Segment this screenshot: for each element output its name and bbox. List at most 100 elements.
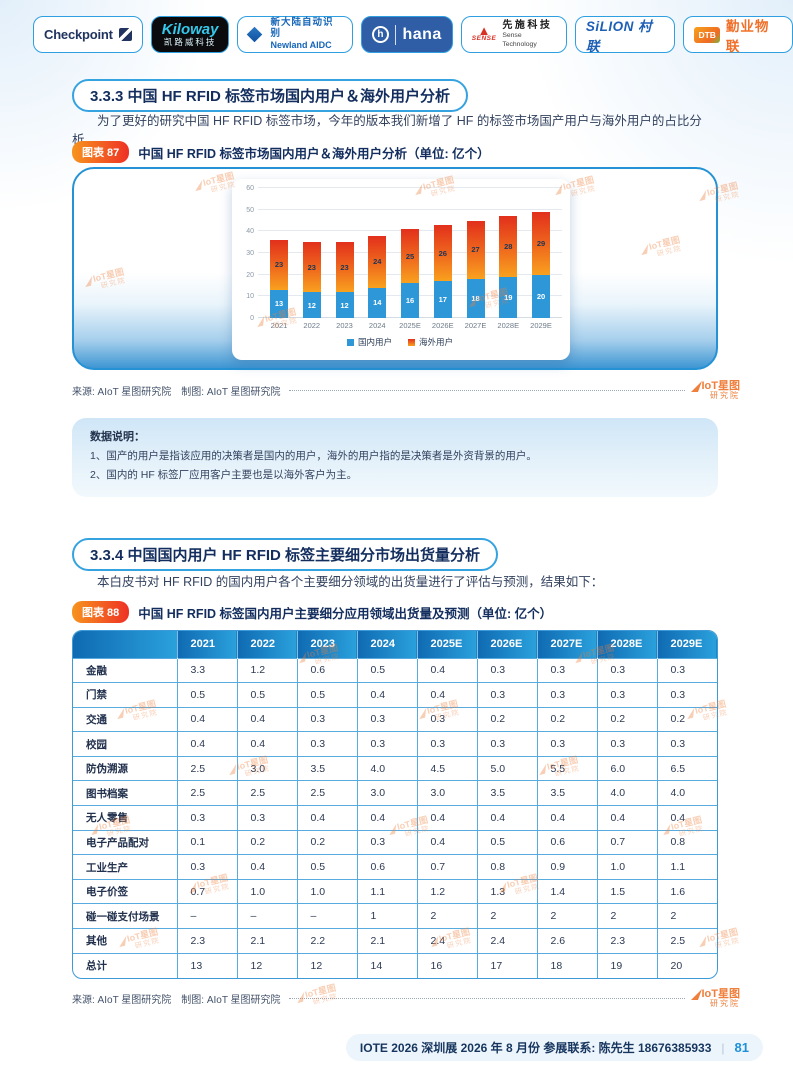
cell-value: 1.0 (596, 854, 657, 880)
shipment-table: 2021 2022 2023 2024 2025E 2026E 2027E 2028E 2029… (72, 630, 718, 979)
legend-label-海外用户: 海外用户 (419, 337, 454, 347)
checkpoint-icon (118, 28, 132, 41)
cell-value: 0.2 (536, 706, 597, 732)
paragraph-334: 本白皮书对 HF RFID 的国内用户各个主要细分领域的出货量进行了评估与预测，… (97, 575, 604, 589)
bar-overseas-value: 29 (536, 238, 546, 248)
cell-value: 4.0 (656, 780, 717, 806)
cell-value: 0.3 (656, 657, 717, 683)
legend-swatch-国内用户 (346, 338, 354, 346)
footer-divider: | (721, 1040, 725, 1055)
bar-overseas-2026E: 26 (433, 224, 452, 282)
data-note-item-1: 1、国产的用户是指该应用的决策者是国内的用户，海外的用户指的是决策者是外资背景的… (90, 450, 537, 462)
cell-value: 2.5 (656, 928, 717, 954)
col-header-2029E: 2029E (656, 631, 717, 658)
bar-overseas-value: 25 (405, 251, 415, 261)
chart-bars: 23 13 23 12 23 12 24 14 25 16 26 17 27 18 28 19 29 20 (264, 188, 556, 318)
cell-value: 0.3 (476, 682, 537, 708)
logo-newland: 新大陆自动识别 Newland AIDC (237, 16, 353, 53)
bar-column-2022: 23 12 (297, 242, 327, 318)
cell-value: 0.7 (176, 878, 237, 904)
cell-value: 0.3 (356, 706, 417, 732)
cell-value: 0.4 (416, 805, 477, 831)
y-tick-10: 10 (246, 293, 254, 301)
x-label-2022: 2022 (303, 321, 321, 330)
bar-overseas-value: 27 (471, 245, 480, 255)
dtb-icon: DTB (694, 26, 720, 43)
bar-domestic-2024: 14 (368, 287, 387, 318)
gridline-60 (258, 187, 562, 188)
x-label-2025E: 2025E (399, 321, 421, 330)
bar-overseas-2024: 24 (368, 235, 387, 288)
cell-value: 1 (356, 903, 417, 929)
dtb-cn-label: 勤业物联 (725, 18, 770, 54)
cell-value: 0.3 (536, 682, 597, 708)
aiot-logo-sub: 研究院 (714, 937, 741, 951)
cell-value: 0.2 (296, 829, 357, 855)
bar-domestic-value: 12 (340, 300, 349, 310)
gridline-50 (258, 208, 562, 210)
source-row-1: 来源: AIoT 星图研究院 制图: AIoT 星图研究院 IoT星图 研究院 (72, 380, 740, 401)
row-label: 交通 (73, 706, 177, 732)
cell-value: 0.4 (356, 805, 417, 831)
cell-value: 3.5 (296, 755, 357, 781)
data-note-box: 数据说明： 1、国产的用户是指该应用的决策者是国内的用户，海外的用户指的是决策者… (72, 418, 718, 497)
aiot-logo-sub: 研究院 (714, 191, 741, 205)
cell-value: 0.4 (416, 657, 477, 683)
source-row-2: 来源: AIoT 星图研究院 制图: AIoT 星图研究院 IoT星图 研究院 (72, 988, 740, 1009)
section-heading-334-label: 3.3.4 中国国内用户 HF RFID 标签主要细分市场出货量分析 (90, 547, 481, 564)
dotted-divider-1 (288, 389, 685, 391)
row-label: 工业生产 (73, 854, 177, 880)
aiot-logo-sub: 研究院 (710, 391, 740, 401)
bar-overseas-value: 24 (373, 257, 382, 267)
table-row-其他: 其他 2.3 2.1 2.2 2.1 2.4 2.4 2.6 2.3 2.5 (73, 928, 717, 954)
bar-column-2026E: 26 17 (428, 224, 458, 318)
kiloway-wordmark: Kiloway (161, 21, 219, 39)
cell-value: 0.3 (356, 829, 417, 855)
bar-column-2025E: 25 16 (395, 229, 425, 318)
logo-kiloway: Kiloway 凯路威科技 (150, 16, 230, 53)
x-label-2024: 2024 (368, 321, 386, 330)
cell-value: 0.4 (416, 829, 477, 855)
hana-icon: h (371, 26, 389, 43)
row-label: 金融 (73, 657, 177, 683)
cell-value: 4.0 (596, 780, 657, 806)
row-label: 门禁 (73, 682, 177, 708)
cell-value: 0.5 (296, 854, 357, 880)
cell-value: 0.3 (536, 657, 597, 683)
cell-value: 12 (236, 952, 297, 978)
figure-88-caption: 图表 88 中国 HF RFID 标签国内用户主要细分应用领域出货量及预测（单位… (72, 601, 552, 623)
table-row-金融: 金融 3.3 1.2 0.6 0.5 0.4 0.3 0.3 0.3 0.3 (73, 657, 717, 683)
cell-value: 5.5 (536, 755, 597, 781)
cell-value: 0.4 (476, 805, 537, 831)
cell-value: 14 (356, 952, 417, 978)
section-heading-333: 3.3.3 中国 HF RFID 标签市场国内用户＆海外用户分析 (72, 79, 469, 112)
cell-value: 0.2 (236, 829, 297, 855)
cell-value: 1.6 (656, 878, 717, 904)
bar-column-2024: 24 14 (362, 235, 392, 318)
cell-value: 2.4 (476, 928, 537, 954)
bar-domestic-value: 17 (438, 295, 447, 305)
cell-value: 0.6 (296, 657, 357, 683)
bar-overseas-2023: 23 (335, 242, 354, 292)
bar-overseas-2025E: 25 (401, 229, 419, 284)
cell-value: 0.6 (356, 854, 417, 880)
cell-value: 1.0 (236, 878, 297, 904)
cell-value: – (236, 903, 297, 929)
legend-item-国内用户: 国内用户 (346, 336, 392, 348)
cell-value: 0.4 (656, 805, 717, 831)
chart-y-axis: 0 10 20 30 40 50 60 (238, 185, 258, 322)
bar-overseas-value: 23 (307, 262, 316, 272)
table-row-总计: 总计 13 12 12 14 16 17 18 19 20 (73, 952, 717, 978)
cell-value: 2.5 (176, 755, 237, 781)
table-row-碰一碰支付场景: 碰一碰支付场景 – – –1 2 2 2 2 2 (73, 903, 717, 929)
bar-column-2021: 23 13 (264, 240, 294, 318)
chart-x-labels: 2021 2022 2023 2024 2025E 2026E 2027E 2028E 2029… (258, 321, 562, 330)
table-row-交通: 交通 0.4 0.4 0.3 0.3 0.3 0.2 0.2 0.2 0.2 (73, 706, 717, 732)
y-tick-60: 60 (246, 185, 254, 192)
chart-plot: 23 13 23 12 23 12 24 14 25 16 26 17 27 18 28 19 29 20 (258, 187, 562, 318)
cell-value: 3.3 (176, 657, 237, 683)
checkpoint-wordmark: Checkpoint (44, 27, 113, 42)
cell-value: 2.4 (416, 928, 477, 954)
cell-value: – (296, 903, 357, 929)
table-row-工业生产: 工业生产 0.3 0.4 0.5 0.6 0.7 0.8 0.9 1.0 1.1 (73, 854, 717, 880)
